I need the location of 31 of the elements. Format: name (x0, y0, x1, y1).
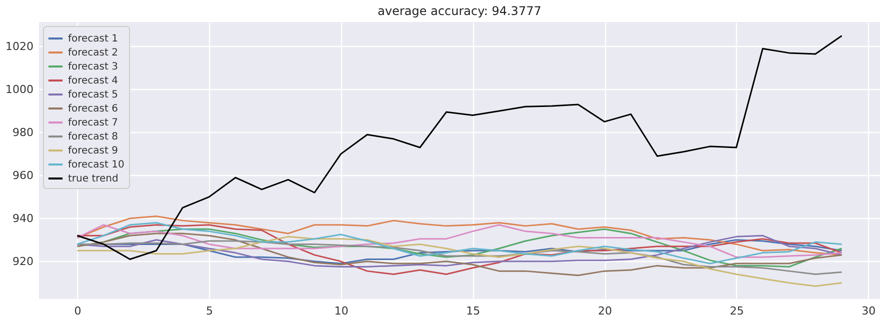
chart-title: average accuracy: 94.3777 (378, 4, 542, 18)
line-series (76, 236, 843, 287)
y-tick-label: 960 (12, 168, 34, 182)
legend-label: forecast 10 (68, 160, 124, 170)
legend-label: forecast 2 (68, 48, 118, 58)
x-tick-label: 20 (598, 304, 612, 318)
y-tick-label: 920 (12, 254, 34, 268)
x-tick-label: 5 (206, 304, 214, 318)
line-series (76, 222, 843, 264)
x-tick-label: 10 (334, 304, 348, 318)
x-tick-label: 25 (730, 304, 744, 318)
legend-label: forecast 7 (68, 118, 118, 128)
legend-label: forecast 5 (68, 90, 118, 100)
legend-label: forecast 4 (68, 76, 118, 86)
x-tick-label: 30 (862, 304, 876, 318)
line-series (76, 224, 843, 258)
y-tick-label: 1020 (6, 40, 34, 53)
x-tick-label: 0 (74, 304, 82, 318)
y-tick-label: 980 (12, 126, 34, 139)
y-tick-label: 1000 (6, 82, 34, 96)
legend-label: forecast 9 (68, 146, 118, 156)
legend-label: true trend (68, 174, 118, 184)
line-series (76, 240, 843, 276)
y-tick-label: 940 (12, 212, 34, 225)
legend-label: forecast 6 (68, 104, 118, 114)
line-series (76, 232, 843, 276)
x-tick-label: 15 (466, 304, 480, 318)
legend-label: forecast 3 (68, 62, 118, 72)
legend-label: forecast 1 (68, 34, 118, 44)
legend-label: forecast 8 (68, 132, 118, 142)
line-series (76, 224, 843, 276)
